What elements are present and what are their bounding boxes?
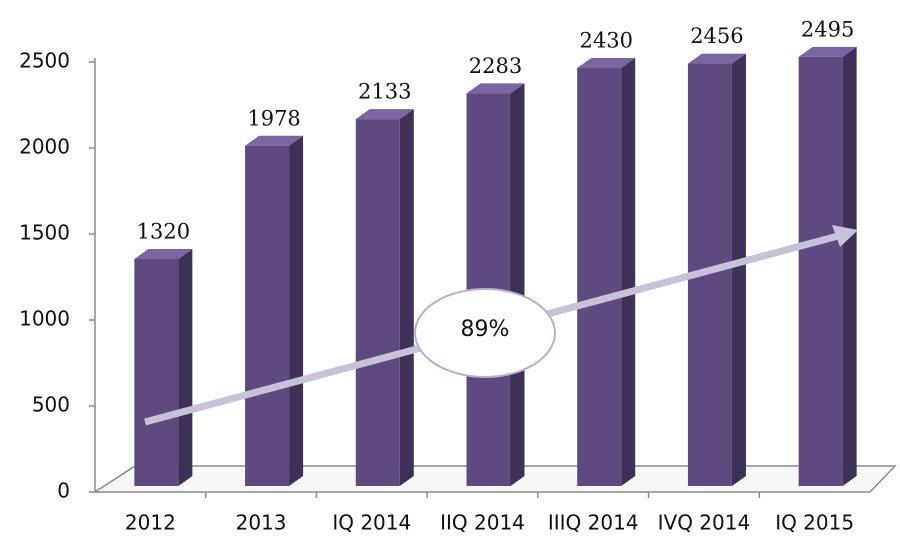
y-tick-label: 0 — [57, 479, 70, 503]
bar-side — [621, 58, 636, 486]
bar-top — [577, 58, 636, 69]
bars: 1320 1978 2133 2283 2430 2456 2495 — [134, 17, 857, 487]
bar-side — [399, 109, 414, 487]
bar-side — [842, 46, 857, 487]
bar — [245, 145, 290, 486]
x-tick-label: IVQ 2014 — [658, 511, 751, 535]
value-label: 2133 — [358, 80, 411, 104]
x-tick-label: 2013 — [236, 511, 287, 535]
bar-top — [798, 46, 857, 57]
bar-top — [466, 83, 525, 94]
arrow-head — [832, 225, 858, 247]
y-tick-label: 1000 — [19, 307, 70, 331]
value-label: 2456 — [690, 24, 743, 48]
bar-top — [245, 135, 304, 146]
y-tick-label: 500 — [32, 393, 70, 417]
bar — [577, 68, 622, 486]
x-tick-label: IIIQ 2014 — [548, 511, 639, 535]
bar-side — [178, 248, 193, 486]
bar-side — [510, 83, 525, 486]
bar-side — [731, 53, 746, 487]
value-label: 2283 — [469, 54, 522, 78]
annotation-bubble — [414, 288, 556, 378]
x-tick-label: IQ 2014 — [332, 511, 411, 535]
bar — [798, 56, 843, 487]
annotation: 89% — [461, 317, 510, 342]
value-label: 2430 — [579, 29, 632, 53]
value-label: 1320 — [137, 219, 190, 243]
bar-top — [355, 109, 414, 120]
bar-top — [687, 53, 746, 64]
ticks: 0 500 1000 1500 2000 2500 2012 2013 IQ 2014 IIQ 2… — [19, 49, 854, 535]
bar — [134, 258, 179, 486]
bar — [355, 119, 400, 487]
bar-top — [134, 248, 193, 259]
bar-side — [289, 135, 304, 486]
x-tick-label: 2012 — [125, 511, 176, 535]
annotation-group: 89% — [144, 225, 858, 426]
x-tick-label: IQ 2015 — [775, 511, 854, 535]
value-label: 1978 — [247, 106, 300, 130]
y-tick-label: 2500 — [19, 49, 70, 73]
y-tick-label: 1500 — [19, 221, 70, 245]
x-tick-label: IIQ 2014 — [440, 511, 525, 535]
y-tick-label: 2000 — [19, 135, 70, 159]
value-label: 2495 — [801, 17, 854, 41]
